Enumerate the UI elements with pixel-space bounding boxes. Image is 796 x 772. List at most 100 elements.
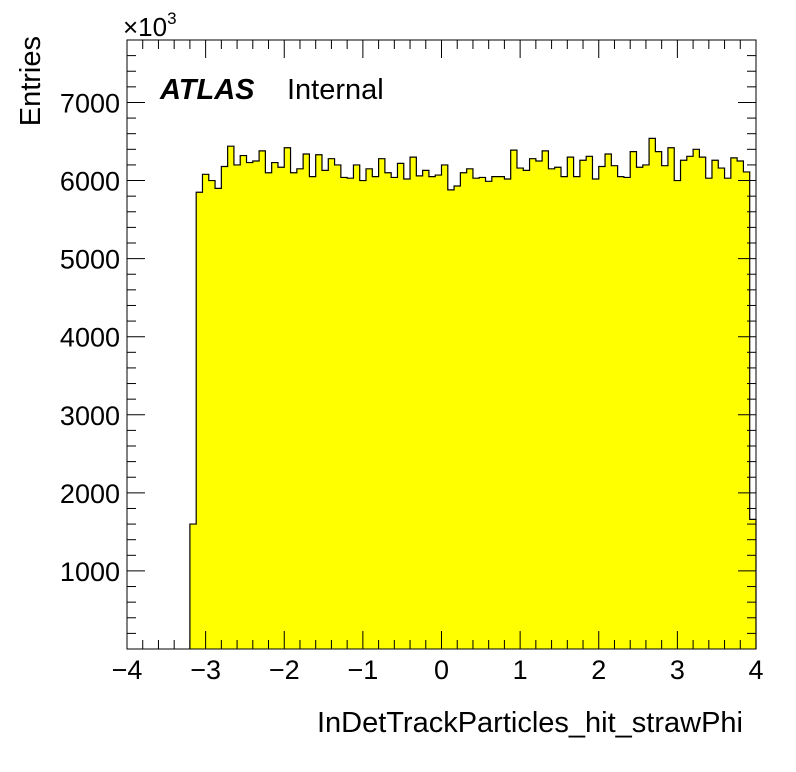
y-tick-label: 6000 [60,167,120,197]
x-axis-label: InDetTrackParticles_hit_strawPhi [317,707,743,739]
histogram-bin [718,168,725,650]
histogram-bin [661,165,669,649]
histogram-bin [523,170,530,649]
histogram-bin [328,158,335,649]
histogram-bin [378,158,386,649]
histogram-bin [567,157,574,649]
histogram-bin [630,151,637,649]
axis-ticks [126,39,757,649]
histogram-bin [454,186,461,649]
histogram-bin [586,156,593,650]
histogram-bin [485,181,493,650]
internal-label: Internal [287,74,384,106]
histogram-bin [303,153,310,649]
histogram-bin [667,147,675,649]
histogram-bin [447,189,455,649]
histogram-bin [416,175,424,649]
histogram-bin [221,166,229,649]
histogram-bin [724,178,732,649]
atlas-label: ATLAS [159,74,255,106]
histogram-bin [252,161,260,649]
histogram-bin [711,160,719,649]
histogram-bin [196,192,203,649]
histogram-bin [321,170,329,649]
histogram-bin [233,164,241,649]
histogram-bin [403,178,411,649]
histogram-bin [422,170,430,649]
histogram-bin [240,155,247,650]
histogram-bin [271,162,279,650]
histogram-bin [315,154,323,649]
histogram-bin [208,180,216,650]
histogram-bin [309,176,317,649]
histogram-bin [334,164,342,649]
histogram-bin [265,172,273,649]
histogram-bin [749,519,757,649]
histogram-bin [347,178,354,649]
histogram-bin [277,167,285,649]
histogram-bin [737,161,744,649]
x-tick-labels: −4 −3 −2 −1 0 1 2 3 4 [112,655,764,685]
histogram-bin [686,156,694,650]
histogram-bin [592,178,600,649]
histogram-bin [605,153,612,649]
histogram-bin [246,162,254,650]
histogram-bin [743,171,751,649]
histogram-bars [189,137,757,650]
x-tick-label: −2 [269,655,300,685]
histogram-bin [466,168,474,650]
y-tick-label: 2000 [60,479,120,509]
histogram-bin [598,166,606,649]
histogram-bin [573,176,581,649]
histogram-bin [397,163,405,649]
histogram-bin [290,172,298,649]
histogram-bin [435,175,442,650]
histogram-bin [472,178,480,649]
histogram-bin [340,177,348,649]
histogram-bin [579,160,587,649]
histogram-bin [510,150,518,650]
histogram-bin [561,176,568,649]
histogram-bin [227,146,235,649]
histogram-bin [680,160,688,649]
histogram-bin [284,147,291,649]
y-tick-labels: 1000 2000 3000 4000 5000 6000 7000 [60,88,120,586]
histogram-bin [642,164,650,649]
histogram-bin [730,157,738,649]
histogram-bin [636,167,644,649]
histogram-bin [623,177,631,649]
histogram-bin [705,178,713,649]
x-tick-label: 2 [591,655,606,685]
histogram-bin [441,164,449,649]
histogram-bin [491,176,499,649]
histogram-bin [410,157,417,649]
histogram-bin [428,176,436,649]
histogram-bin [535,161,543,649]
histogram-bin [215,188,222,649]
plot-frame [126,39,757,650]
x-tick-label: 1 [513,655,528,685]
x-tick-label: 0 [434,655,449,685]
histogram-bin [384,172,392,649]
histogram-bin [189,524,197,649]
x-tick-label: −3 [190,655,221,685]
x-tick-label: 4 [748,655,763,685]
histogram-bin [529,158,537,649]
histogram-bin [504,178,512,649]
histogram-bin [649,138,656,649]
histogram-bin [353,164,361,649]
x-tick-label: −4 [112,655,143,685]
histogram-bin [479,177,486,649]
histogram-bin [611,165,619,649]
x-tick-label: −1 [347,655,378,685]
histogram-bin [296,168,304,650]
y-tick-label: 3000 [60,401,120,431]
histogram-bin [372,176,379,649]
histogram-bin [366,168,373,650]
histogram-bin [498,176,505,649]
histogram-bin [699,157,707,649]
histogram-bin [554,167,562,649]
x-tick-label: 3 [670,655,685,685]
histogram-bin [460,172,468,649]
